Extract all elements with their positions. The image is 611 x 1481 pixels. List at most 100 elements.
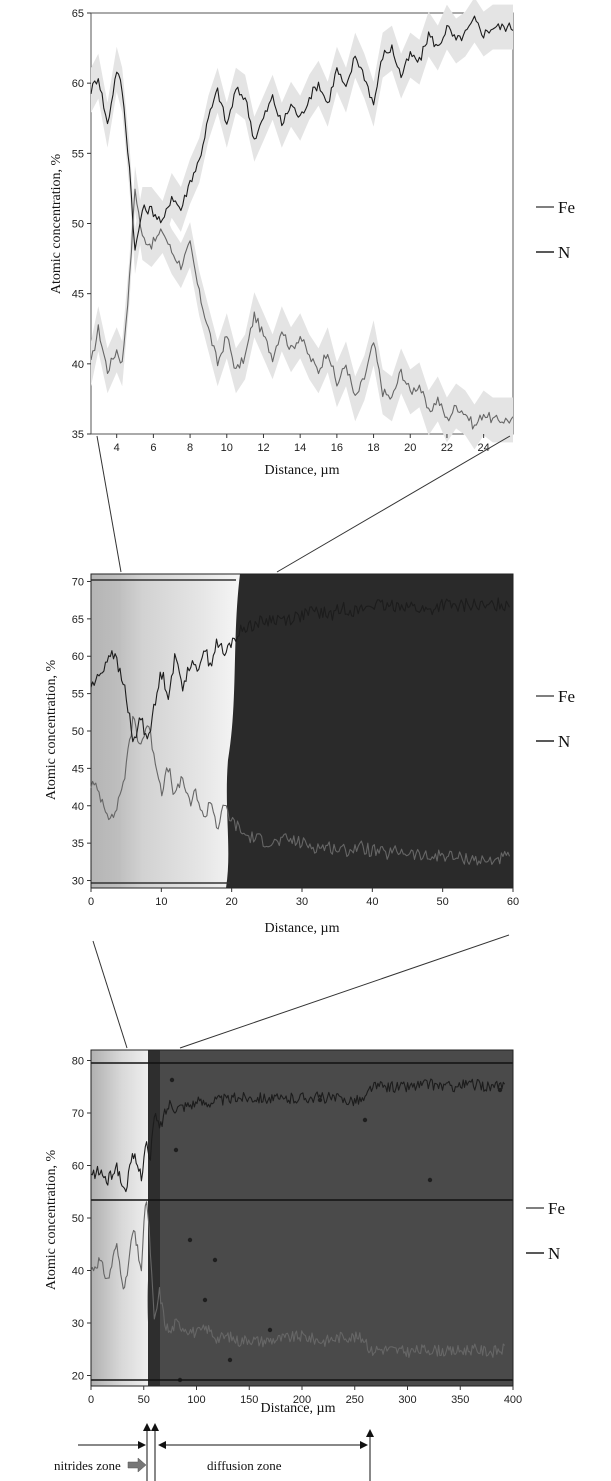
x-tick-label: 20 — [226, 896, 238, 908]
zoom-connector-right-1 — [276, 435, 511, 573]
x-tick-label: 12 — [257, 442, 269, 454]
y-tick-label: 40 — [72, 801, 84, 813]
chart-1-band-fe — [91, 166, 513, 450]
chart-3-speck — [267, 1327, 273, 1333]
y-tick-label: 60 — [72, 1161, 84, 1173]
chart-3-legend-n: N — [548, 1244, 560, 1263]
chart-1-series-fe-line — [90, 188, 514, 430]
zone-annotations: nitrides zone diffusion zone — [54, 1423, 374, 1481]
chart-1-y-ticks: 35 40 45 50 55 60 65 — [72, 8, 91, 441]
x-tick-label: 0 — [88, 1394, 94, 1406]
chart-3-legend: Fe N — [526, 1199, 565, 1263]
chart-3-speck — [169, 1077, 175, 1083]
chart-2-series-fe-line — [90, 715, 511, 866]
chart-2-micrograph — [90, 573, 514, 889]
chart-3-legend-fe: Fe — [548, 1199, 565, 1218]
x-tick-label: 16 — [331, 442, 343, 454]
chart-1-bands — [91, 0, 513, 450]
x-tick-label: 22 — [441, 442, 453, 454]
y-tick-label: 20 — [72, 1371, 84, 1383]
chart-3-x-ticks: 0 50 100 150 200 250 300 350 400 — [88, 1386, 522, 1406]
chart-3-speck — [187, 1237, 193, 1243]
y-tick-label: 40 — [72, 359, 84, 371]
x-tick-label: 50 — [138, 1394, 150, 1406]
x-tick-label: 400 — [504, 1394, 522, 1406]
chart-1-series — [90, 15, 514, 430]
chart-2: 0 10 20 30 40 50 60 30 35 40 45 50 55 60 65 70 Distanc… — [44, 573, 575, 936]
chart-2-y-axis-label: Atomic concentration, % — [44, 659, 59, 800]
x-tick-label: 6 — [150, 442, 156, 454]
x-tick-label: 60 — [507, 896, 519, 908]
chart-3-speck — [427, 1177, 433, 1183]
chart-3-interface — [148, 1050, 160, 1386]
chart-2-x-ticks: 0 10 20 30 40 50 60 — [88, 888, 519, 908]
y-tick-label: 35 — [72, 838, 84, 850]
y-tick-label: 60 — [72, 651, 84, 663]
y-tick-label: 65 — [72, 614, 84, 626]
y-tick-label: 55 — [72, 148, 84, 160]
chart-2-layer-edge — [91, 574, 121, 888]
chart-3-y-axis-label: Atomic concentration, % — [44, 1149, 59, 1290]
y-tick-label: 70 — [72, 576, 84, 588]
chart-1: 4 6 8 10 12 14 16 18 20 22 24 35 40 45 50 55 60 65 Dista… — [49, 0, 575, 478]
y-tick-label: 80 — [72, 1056, 84, 1068]
chart-1-series-n-line — [90, 15, 514, 251]
x-tick-label: 4 — [114, 442, 120, 454]
zoom-connector-left-2 — [92, 940, 128, 1049]
chart-3-x-axis-label: Distance, µm — [261, 1401, 336, 1416]
chart-3-series-n-line — [90, 1078, 506, 1193]
chart-2-legend-n: N — [558, 732, 570, 751]
chart-1-band-n — [91, 0, 513, 274]
x-tick-label: 40 — [366, 896, 378, 908]
x-tick-label: 50 — [437, 896, 449, 908]
x-tick-label: 300 — [398, 1394, 416, 1406]
chart-2-series — [90, 597, 511, 866]
chart-3-speck — [227, 1357, 233, 1363]
chart-3-bright-layer — [91, 1050, 152, 1386]
chart-2-series-n-line — [90, 597, 510, 743]
y-tick-label: 50 — [72, 726, 84, 738]
chart-1-legend-n: N — [558, 243, 570, 262]
diffusion-zone-label: diffusion zone — [207, 1458, 282, 1473]
chart-2-x-axis-label: Distance, µm — [265, 921, 340, 936]
chart-2-legend-fe: Fe — [558, 687, 575, 706]
chart-1-y-axis-label: Atomic concentration, % — [49, 153, 64, 294]
chart-3-speck — [212, 1257, 218, 1263]
y-tick-label: 50 — [72, 1213, 84, 1225]
chart-3-speck — [202, 1297, 208, 1303]
y-tick-label: 50 — [72, 219, 84, 231]
x-tick-label: 10 — [155, 896, 167, 908]
chart-3-speck — [362, 1117, 368, 1123]
y-tick-label: 55 — [72, 689, 84, 701]
x-tick-label: 30 — [296, 896, 308, 908]
chart-3: 0 50 100 150 200 250 300 350 400 20304050607080 … — [44, 1049, 565, 1416]
zoom-connector-right-2 — [179, 934, 510, 1049]
x-tick-label: 200 — [293, 1394, 311, 1406]
chart-2-y-ticks: 30 35 40 45 50 55 60 65 70 — [72, 576, 91, 888]
y-tick-label: 45 — [72, 289, 84, 301]
x-tick-label: 100 — [187, 1394, 205, 1406]
x-tick-label: 14 — [294, 442, 306, 454]
y-tick-label: 70 — [72, 1108, 84, 1120]
chart-3-speck — [173, 1147, 179, 1153]
zoom-connector-left-1 — [96, 435, 122, 573]
x-tick-label: 150 — [240, 1394, 258, 1406]
chart-1-x-axis-label: Distance, µm — [265, 463, 340, 478]
nitrides-zone-pointer-icon — [127, 1457, 147, 1473]
x-tick-label: 0 — [88, 896, 94, 908]
x-tick-label: 10 — [221, 442, 233, 454]
x-tick-label: 250 — [346, 1394, 364, 1406]
chart-3-micrograph — [90, 1049, 514, 1387]
x-tick-label: 20 — [404, 442, 416, 454]
chart-3-dark-substrate — [91, 1050, 513, 1386]
chart-1-legend-fe: Fe — [558, 198, 575, 217]
y-tick-label: 30 — [72, 876, 84, 888]
chart-1-legend: Fe N — [536, 198, 575, 262]
nitrides-zone-label: nitrides zone — [54, 1458, 121, 1473]
y-tick-label: 40 — [72, 1266, 84, 1278]
y-tick-label: 30 — [72, 1318, 84, 1330]
x-tick-label: 8 — [187, 442, 193, 454]
y-tick-label: 60 — [72, 78, 84, 90]
chart-1-x-ticks: 4 6 8 10 12 14 16 18 20 22 24 — [114, 434, 490, 454]
